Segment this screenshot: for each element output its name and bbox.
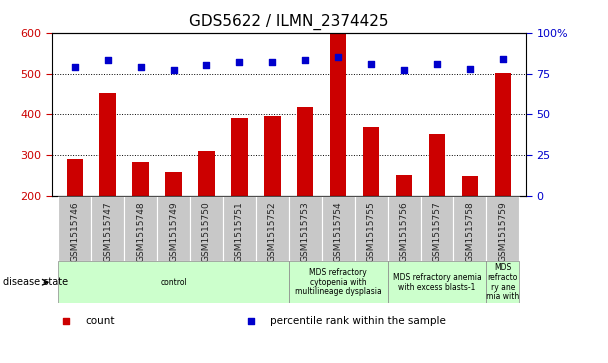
Bar [66,159,83,196]
Bar [354,196,388,261]
Text: GSM1515756: GSM1515756 [399,201,409,262]
Point [465,66,475,72]
Bar [297,107,314,196]
Bar [124,196,157,261]
Bar [133,162,149,196]
Bar [58,261,289,303]
Bar [157,196,190,261]
Point [268,59,277,65]
Text: GSM1515755: GSM1515755 [367,201,376,262]
Bar [223,196,256,261]
Bar [421,196,454,261]
Title: GDS5622 / ILMN_2374425: GDS5622 / ILMN_2374425 [189,14,389,30]
Bar [396,175,412,196]
Text: GSM1515746: GSM1515746 [71,201,79,262]
Text: control: control [160,278,187,287]
Bar [231,118,247,196]
Bar [58,196,91,261]
Text: MDS
refracto
ry ane
mia with: MDS refracto ry ane mia with [486,263,519,301]
Bar [495,73,511,196]
Point [235,59,244,65]
Bar [165,171,182,196]
Bar [429,134,445,196]
Bar [289,196,322,261]
Text: GSM1515752: GSM1515752 [268,201,277,262]
Bar [486,261,519,303]
Bar [363,127,379,196]
Bar [388,196,421,261]
Bar [322,196,354,261]
Point [168,68,178,73]
Text: GSM1515748: GSM1515748 [136,201,145,262]
Text: GSM1515749: GSM1515749 [169,201,178,262]
Bar [91,196,124,261]
Text: GSM1515751: GSM1515751 [235,201,244,262]
Text: GSM1515759: GSM1515759 [499,201,507,262]
Text: percentile rank within the sample: percentile rank within the sample [270,316,446,326]
Bar [256,196,289,261]
Text: MDS refractory anemia
with excess blasts-1: MDS refractory anemia with excess blasts… [393,273,482,291]
Point [70,64,80,70]
Bar [264,115,280,196]
Bar [486,196,519,261]
Point [300,57,310,63]
Text: GSM1515753: GSM1515753 [301,201,309,262]
Text: GSM1515750: GSM1515750 [202,201,211,262]
Bar [289,261,387,303]
Bar [388,261,486,303]
Bar [454,196,486,261]
Point [366,61,376,67]
Point [202,62,212,68]
Text: GSM1515747: GSM1515747 [103,201,112,262]
Point [333,54,343,60]
Point [498,56,508,62]
Text: MDS refractory
cytopenia with
multilineage dysplasia: MDS refractory cytopenia with multilinea… [295,268,382,297]
Point [399,68,409,73]
Text: GSM1515757: GSM1515757 [432,201,441,262]
Bar [198,151,215,196]
Text: count: count [85,316,114,326]
Bar [461,176,478,196]
Point [246,318,256,324]
Text: GSM1515754: GSM1515754 [334,201,343,262]
Bar [330,33,347,196]
Point [103,57,112,63]
Text: disease state: disease state [3,277,68,287]
Point [61,318,71,324]
Bar [190,196,223,261]
Text: GSM1515758: GSM1515758 [466,201,474,262]
Point [136,64,145,70]
Bar [100,93,116,196]
Point [432,61,442,67]
